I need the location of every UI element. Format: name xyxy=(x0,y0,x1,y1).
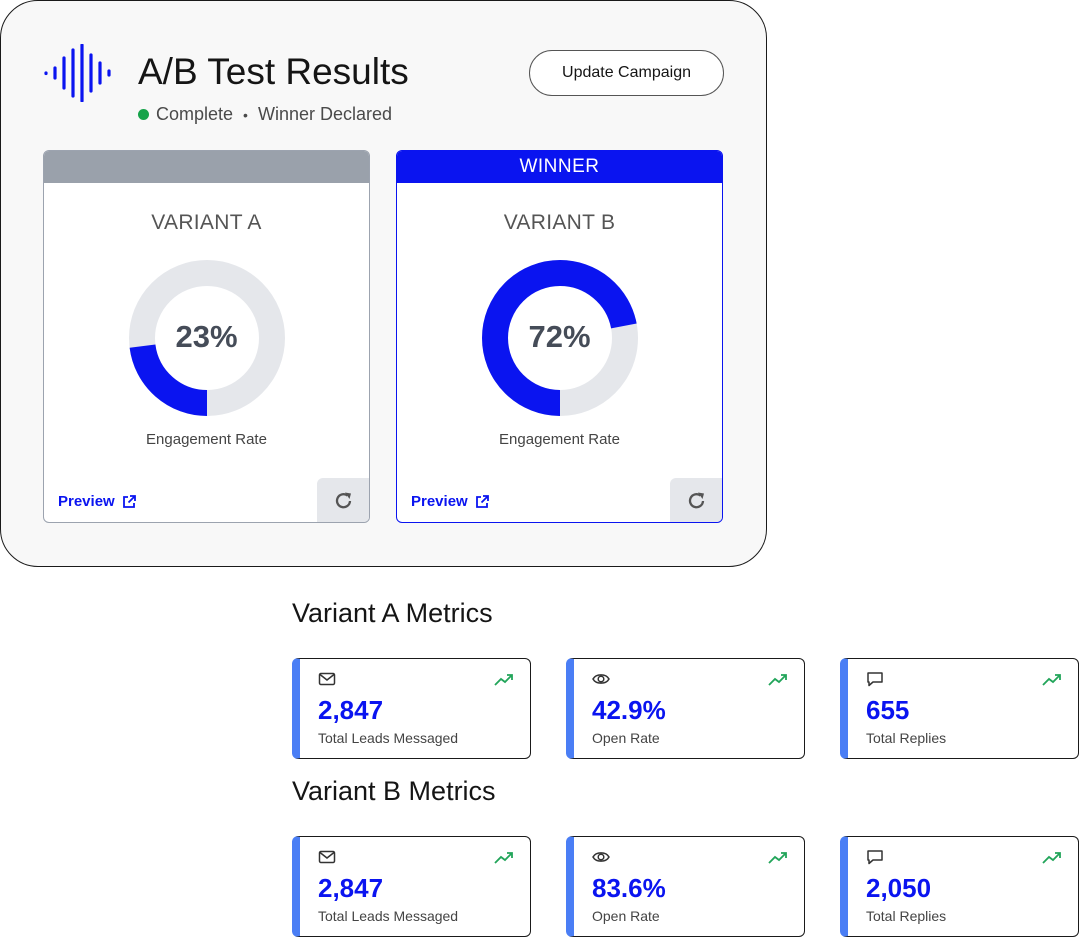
metric-card-replies-b: 2,050 Total Replies xyxy=(840,836,1079,937)
metric-card-replies-a: 655 Total Replies xyxy=(840,658,1079,759)
variant-b-rate-value: 72% xyxy=(528,319,591,354)
variant-a-header xyxy=(44,151,369,183)
trending-up-icon xyxy=(1042,674,1061,686)
variant-a-refresh-button[interactable] xyxy=(317,478,369,522)
trending-up-icon xyxy=(494,852,513,864)
update-campaign-button[interactable]: Update Campaign xyxy=(529,50,724,96)
page-title: A/B Test Results xyxy=(138,51,409,92)
variant-a-rate-label: Engagement Rate xyxy=(146,431,267,448)
variant-a-card: VARIANT A 23% Engagement Rate Preview xyxy=(43,150,370,523)
metric-label: Total Replies xyxy=(866,730,947,746)
preview-label: Preview xyxy=(58,493,115,510)
variant-a-rate-value: 23% xyxy=(175,319,238,354)
variant-a-donut-chart xyxy=(129,260,285,416)
winner-header: WINNER xyxy=(397,151,722,183)
trending-up-icon xyxy=(768,674,787,686)
trending-up-icon xyxy=(494,674,513,686)
audio-wave-logo-icon xyxy=(44,44,111,102)
variant-b-refresh-button[interactable] xyxy=(670,478,722,522)
metric-value: 2,847 xyxy=(318,873,384,903)
mail-icon xyxy=(318,850,336,864)
variant-b-donut-chart xyxy=(482,260,638,416)
variant-a-donut-fill xyxy=(129,260,285,416)
metric-card-leads-b: 2,847 Total Leads Messaged xyxy=(292,836,531,937)
metric-value: 83.6% xyxy=(592,873,666,903)
metric-value: 655 xyxy=(866,695,910,725)
external-link-icon xyxy=(122,494,136,508)
variant-b-name: VARIANT B xyxy=(503,211,616,234)
refresh-icon xyxy=(688,492,704,508)
variant-b-rate-label: Engagement Rate xyxy=(499,431,620,448)
variant-b-donut-fill xyxy=(482,260,638,416)
eye-icon xyxy=(592,852,610,862)
refresh-icon xyxy=(335,492,351,508)
status-line: Complete • Winner Declared xyxy=(138,104,392,125)
trending-up-icon xyxy=(768,852,787,864)
metric-value: 2,847 xyxy=(318,695,384,725)
variant-b-card: WINNER VARIANT B 72% Engagement Rate Pre… xyxy=(396,150,723,523)
comment-icon xyxy=(867,850,883,865)
variant-a-name: VARIANT A xyxy=(151,211,262,234)
eye-icon xyxy=(592,674,610,684)
preview-label: Preview xyxy=(411,493,468,510)
metric-card-open-rate-b: 83.6% Open Rate xyxy=(566,836,805,937)
metric-card-leads-a: 2,847 Total Leads Messaged xyxy=(292,658,531,759)
status-detail: Winner Declared xyxy=(257,104,393,124)
status-dot-icon xyxy=(138,109,149,120)
metric-label: Total Replies xyxy=(866,908,947,924)
variant-a-metrics-title: Variant A Metrics xyxy=(292,598,493,628)
mail-icon xyxy=(318,672,336,686)
metric-label: Total Leads Messaged xyxy=(318,730,459,746)
metric-value: 2,050 xyxy=(866,873,932,903)
metric-label: Total Leads Messaged xyxy=(318,908,459,924)
trending-up-icon xyxy=(1042,852,1061,864)
comment-icon xyxy=(867,672,883,687)
metric-card-open-rate-a: 42.9% Open Rate xyxy=(566,658,805,759)
metric-value: 42.9% xyxy=(592,695,666,725)
status-text: Complete xyxy=(156,104,234,124)
variant-b-metrics-title: Variant B Metrics xyxy=(292,776,496,806)
variant-a-preview-link[interactable]: Preview xyxy=(58,493,136,510)
external-link-icon xyxy=(475,494,489,508)
metric-label: Open Rate xyxy=(592,908,660,924)
status-separator: • xyxy=(243,106,248,123)
variant-b-preview-link[interactable]: Preview xyxy=(411,493,489,510)
metric-label: Open Rate xyxy=(592,730,660,746)
